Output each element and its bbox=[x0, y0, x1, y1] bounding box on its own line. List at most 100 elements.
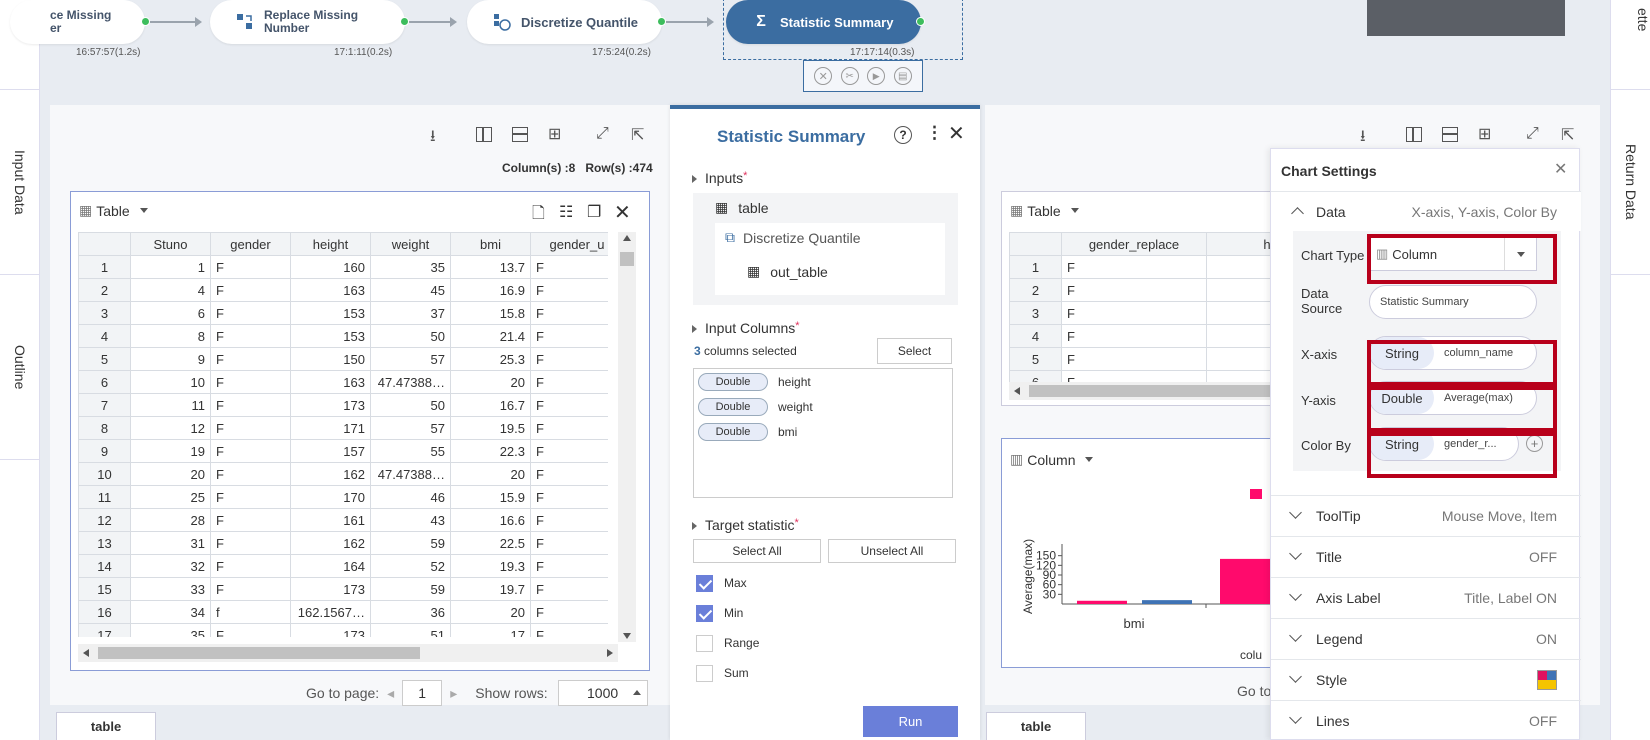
table-cell[interactable]: 33 bbox=[130, 577, 211, 601]
table-cell[interactable]: 51 bbox=[370, 623, 451, 637]
table-row[interactable]: 2 4 F 163 45 16.9 F bbox=[78, 278, 608, 302]
table-cell[interactable]: F bbox=[210, 485, 291, 509]
table-cell[interactable]: 150 bbox=[290, 347, 371, 371]
table-cell[interactable]: 173 bbox=[290, 393, 371, 417]
stat-checkbox[interactable] bbox=[696, 635, 713, 652]
split-horizontal-icon[interactable] bbox=[512, 127, 528, 142]
table-cell[interactable]: F bbox=[1061, 301, 1207, 325]
table-cell[interactable]: 20 bbox=[450, 370, 531, 394]
tree-item-discretize[interactable]: ⧉ Discretize Quantile ▦ out_table bbox=[715, 223, 945, 295]
table-cell[interactable]: F bbox=[210, 370, 291, 394]
table-cell[interactable]: 50 bbox=[370, 324, 451, 348]
table-cell[interactable]: F bbox=[1061, 324, 1207, 348]
cancel-icon[interactable]: ✕ bbox=[814, 67, 833, 85]
inputs-section[interactable]: Inputs* bbox=[692, 170, 747, 186]
table-cell[interactable]: F bbox=[530, 301, 608, 325]
chevron-down-icon[interactable] bbox=[1070, 208, 1079, 213]
table-cell[interactable]: 36 bbox=[370, 600, 451, 624]
tab-palette[interactable]: ette bbox=[1611, 0, 1650, 90]
scissors-icon[interactable]: ✂ bbox=[840, 67, 859, 85]
popout-icon[interactable]: ⇱ bbox=[1561, 127, 1575, 144]
table-cell[interactable]: F bbox=[530, 278, 608, 302]
table-row[interactable]: 3 6 F 153 37 15.8 F bbox=[78, 301, 608, 325]
table-row[interactable]: 4 8 F 153 50 21.4 F bbox=[78, 324, 608, 348]
table-cell[interactable]: 8 bbox=[130, 324, 211, 348]
table-cell[interactable]: 55 bbox=[370, 439, 451, 463]
flow-node-discretize-quantile[interactable]: Discretize Quantile bbox=[467, 0, 662, 44]
table-scroll[interactable]: Stuno gender height weight bmi gender_u 1 1 F 16… bbox=[78, 232, 608, 637]
row-number[interactable]: 2 bbox=[1009, 278, 1062, 302]
table-cell[interactable]: F bbox=[530, 439, 608, 463]
expand-icon[interactable]: ⤢ bbox=[596, 125, 609, 142]
table-cell[interactable]: 173 bbox=[290, 577, 371, 601]
settings-section-title[interactable]: Title OFF bbox=[1271, 536, 1581, 576]
table-cell[interactable]: F bbox=[530, 416, 608, 440]
table-cell[interactable]: F bbox=[210, 416, 291, 440]
table-cell[interactable]: 20 bbox=[450, 462, 531, 486]
row-number[interactable]: 8 bbox=[78, 416, 131, 440]
stat-checkbox[interactable] bbox=[696, 665, 713, 682]
row-number[interactable]: 5 bbox=[78, 347, 131, 371]
table-cell[interactable]: 25.3 bbox=[450, 347, 531, 371]
table-cell[interactable]: 164 bbox=[290, 554, 371, 578]
run-button[interactable]: Run bbox=[863, 706, 958, 737]
close-icon[interactable]: ✕ bbox=[614, 202, 631, 224]
table-cell[interactable]: 19 bbox=[130, 439, 211, 463]
play-icon[interactable]: ▶ bbox=[867, 67, 886, 85]
table-cell[interactable]: F bbox=[210, 393, 291, 417]
row-number[interactable]: 1 bbox=[78, 255, 131, 279]
flow-node-statistic-summary[interactable]: Σ Statistic Summary bbox=[726, 0, 921, 44]
column-header[interactable]: Stuno bbox=[130, 232, 211, 256]
page-input[interactable]: 1 bbox=[402, 680, 443, 706]
minimap[interactable] bbox=[1367, 0, 1565, 36]
table-cell[interactable]: F bbox=[210, 301, 291, 325]
column-header[interactable]: gender_replace bbox=[1061, 232, 1207, 256]
color-palette-icon[interactable] bbox=[1537, 670, 1557, 690]
table-cell[interactable]: 160 bbox=[290, 255, 371, 279]
row-number[interactable]: 2 bbox=[78, 278, 131, 302]
table-cell[interactable]: 170 bbox=[290, 485, 371, 509]
table-row[interactable]: 15 33 F 173 59 19.7 F bbox=[78, 577, 608, 601]
chevron-down-icon[interactable] bbox=[139, 208, 148, 213]
tree-item-table[interactable]: ▦ table bbox=[715, 199, 769, 216]
table-cell[interactable]: F bbox=[530, 554, 608, 578]
table-row[interactable]: 14 32 F 164 52 19.3 F bbox=[78, 554, 608, 578]
expand-icon[interactable]: ⤢ bbox=[1526, 125, 1539, 142]
row-number[interactable]: 16 bbox=[78, 600, 131, 624]
table-cell[interactable]: 31 bbox=[130, 531, 211, 555]
column-item[interactable]: Double bmi bbox=[698, 423, 797, 441]
settings-section-axis-label[interactable]: Axis Label Title, Label ON bbox=[1271, 577, 1581, 617]
output-port[interactable] bbox=[916, 17, 925, 26]
table-cell[interactable]: 35 bbox=[130, 623, 211, 637]
table-cell[interactable]: F bbox=[530, 347, 608, 371]
output-port[interactable] bbox=[400, 17, 409, 26]
table-row[interactable]: 12 28 F 161 43 16.6 F bbox=[78, 508, 608, 532]
column-item[interactable]: Double weight bbox=[698, 398, 813, 416]
table-cell[interactable]: F bbox=[210, 255, 291, 279]
table-cell[interactable]: 15.9 bbox=[450, 485, 531, 509]
table-cell[interactable]: F bbox=[530, 485, 608, 509]
table-cell[interactable]: 19.5 bbox=[450, 416, 531, 440]
data-section-header[interactable]: Data X-axis, Y-axis, Color By bbox=[1271, 191, 1581, 231]
rows-select[interactable]: 1000 bbox=[557, 680, 648, 706]
tab-return-data[interactable]: Return Data bbox=[1611, 90, 1650, 275]
table-cell[interactable]: F bbox=[210, 623, 291, 637]
table-row[interactable]: 13 31 F 162 59 22.5 F bbox=[78, 531, 608, 555]
table-cell[interactable]: 59 bbox=[370, 531, 451, 555]
column-header[interactable]: height bbox=[290, 232, 371, 256]
table-cell[interactable]: 12 bbox=[130, 416, 211, 440]
table-cell[interactable]: 50 bbox=[370, 393, 451, 417]
table-cell[interactable]: 13.7 bbox=[450, 255, 531, 279]
table-cell[interactable]: 22.5 bbox=[450, 531, 531, 555]
table-cell[interactable]: 37 bbox=[370, 301, 451, 325]
new-file-icon[interactable]: 🗋 bbox=[532, 205, 545, 222]
table-settings-icon[interactable]: ☷ bbox=[559, 204, 574, 221]
table-cell[interactable]: 153 bbox=[290, 324, 371, 348]
copy-icon[interactable]: ❐ bbox=[587, 204, 602, 221]
table-cell[interactable]: 17 bbox=[450, 623, 531, 637]
table-row[interactable]: 16 34 f 162.1567… 36 20 F bbox=[78, 600, 608, 624]
table-row[interactable]: 8 12 F 171 57 19.5 F bbox=[78, 416, 608, 440]
table-cell[interactable]: 16.9 bbox=[450, 278, 531, 302]
column-header[interactable]: gender_u bbox=[530, 232, 608, 256]
